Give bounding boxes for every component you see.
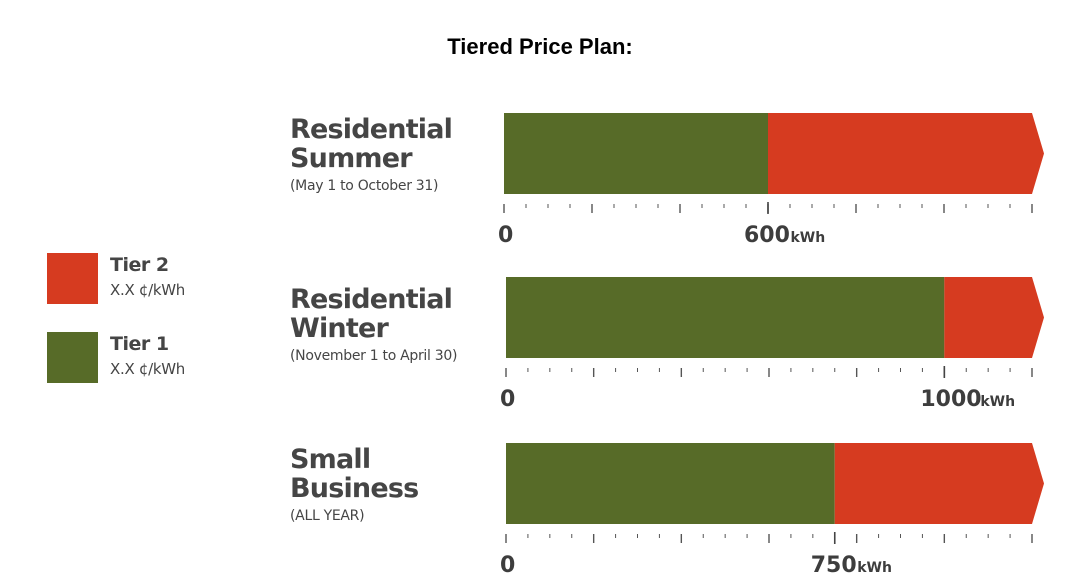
legend-label-tier-2: Tier 2 (110, 254, 169, 276)
row-label-residential-winter: Residential Winter (November 1 to April … (290, 285, 457, 364)
bar-tier-1-segment (504, 113, 768, 194)
row-period: (ALL YEAR) (290, 508, 365, 524)
row-label-small-business: Small Business (ALL YEAR) (290, 444, 419, 524)
row-label-residential-summer: Residential Summer (May 1 to October 31) (290, 114, 453, 194)
threshold-label: 600 (744, 223, 790, 248)
unit-label: kWh (857, 560, 892, 576)
legend-swatch-tier-2 (47, 253, 98, 304)
axis-start-label: 0 (500, 553, 515, 578)
legend-rate-tier-2: X.X ¢/kWh (110, 281, 186, 299)
legend-label-tier-1: Tier 1 (110, 333, 169, 355)
legend-rate-tier-1: X.X ¢/kWh (110, 360, 186, 378)
row-name: Small Business (290, 444, 419, 504)
axis-start-label: 0 (498, 223, 513, 248)
legend-swatch-tier-1 (47, 332, 98, 383)
bar-tier-2-segment (768, 113, 1044, 194)
bar-tier-2-segment (834, 443, 1044, 524)
unit-label: kWh (791, 230, 826, 246)
row-name: Residential Winter (290, 284, 453, 344)
unit-label: kWh (980, 394, 1015, 410)
threshold-label: 750 (811, 553, 857, 578)
bar-tier-2-segment (944, 277, 1044, 358)
bar-tier-1-segment (506, 277, 945, 358)
chart-title: Tiered Price Plan: (447, 34, 633, 59)
axis-start-label: 0 (500, 387, 515, 412)
threshold-label: 1000 (920, 387, 981, 412)
row-period: (November 1 to April 30) (290, 348, 458, 364)
bar-tier-1-segment (506, 443, 835, 524)
row-period: (May 1 to October 31) (290, 178, 439, 194)
row-name: Residential Summer (290, 114, 453, 174)
